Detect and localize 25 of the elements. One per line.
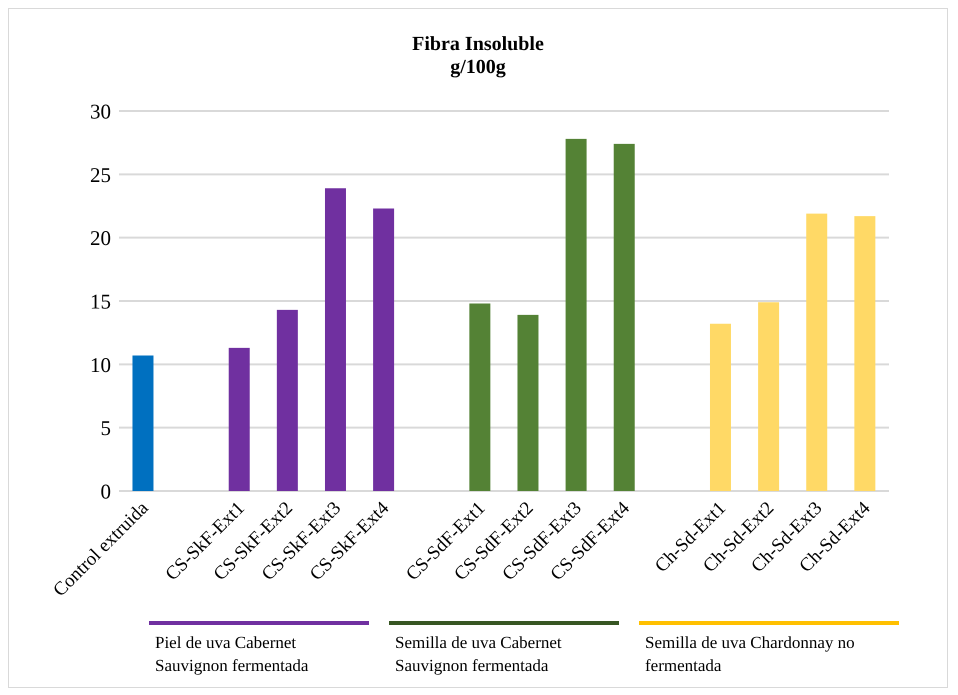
- bar: [854, 216, 876, 491]
- bar: [276, 310, 298, 491]
- bar: [324, 188, 346, 491]
- y-tick-label: 20: [90, 226, 111, 250]
- bar: [469, 304, 490, 491]
- bar: [710, 324, 731, 491]
- text: Semilla de uva Cabernet Sauvignon fermentada: [395, 632, 563, 677]
- y-tick-label: 30: [90, 99, 111, 124]
- bar: [132, 355, 154, 491]
- text: Semilla de uva Chardonnay no fermentada: [645, 632, 856, 677]
- bar: [758, 302, 780, 491]
- bar: [806, 214, 828, 491]
- y-tick-label: 25: [90, 162, 111, 187]
- bar: [517, 314, 538, 491]
- bar: [373, 208, 394, 491]
- y-tick-label: 15: [90, 289, 111, 314]
- bar: [228, 348, 250, 491]
- bar: [566, 138, 587, 491]
- y-tick-label: 10: [90, 352, 111, 377]
- chart-subtitle: g/100g: [449, 56, 507, 79]
- chart-title: Fibra Insoluble: [411, 33, 545, 56]
- bar: [614, 144, 635, 491]
- y-tick-label: 5: [100, 416, 111, 440]
- text: Piel de uva Cabernet Sauvignon fermentada: [155, 632, 310, 677]
- y-tick-label: 0: [100, 479, 111, 504]
